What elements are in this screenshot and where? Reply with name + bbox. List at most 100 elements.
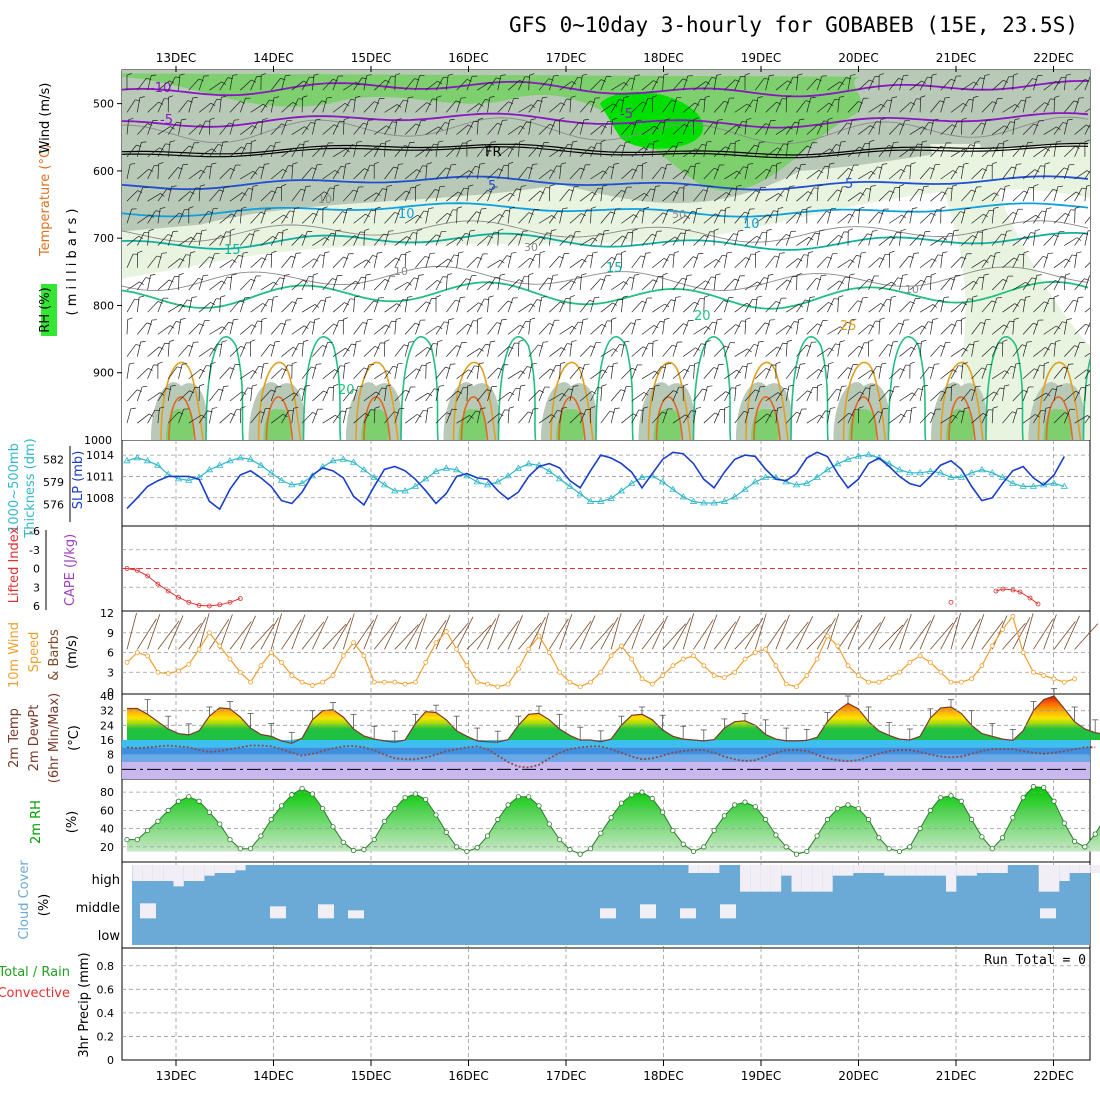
wind-barb bbox=[631, 147, 648, 158]
wind-barb bbox=[868, 384, 876, 402]
upper-ytick: 500 bbox=[93, 98, 114, 111]
thickness-point bbox=[679, 493, 687, 500]
wind-barb bbox=[126, 235, 144, 246]
rh-point bbox=[134, 836, 140, 843]
wind-barb bbox=[693, 407, 702, 424]
rh-point bbox=[927, 807, 934, 813]
wind-barb bbox=[136, 141, 147, 157]
wind-barb bbox=[415, 229, 423, 246]
wind-barb bbox=[497, 147, 514, 158]
wind-speed-point bbox=[402, 681, 408, 687]
wind-barb bbox=[209, 235, 226, 246]
rh-shade-low-core bbox=[848, 408, 877, 440]
wind-barb bbox=[281, 102, 298, 113]
wind-barb bbox=[538, 341, 549, 357]
wind-barb bbox=[693, 81, 711, 91]
wind-barb bbox=[476, 117, 484, 135]
wind-barb-10m bbox=[445, 622, 469, 650]
rh-point bbox=[742, 799, 748, 805]
wind-barb-10m bbox=[651, 615, 668, 650]
wind-barb bbox=[322, 369, 339, 380]
rh-fill bbox=[127, 786, 1100, 855]
cloud-high-clear bbox=[770, 865, 782, 892]
wind-barb bbox=[1064, 390, 1081, 402]
wind-barb bbox=[703, 412, 720, 424]
wind-barb bbox=[569, 140, 578, 157]
wind-barb bbox=[796, 363, 806, 379]
wind-barb-10m bbox=[806, 624, 831, 650]
wind-barb bbox=[961, 280, 978, 291]
wind-barb bbox=[672, 251, 680, 268]
wind-barb bbox=[755, 368, 771, 380]
wind-barb bbox=[404, 368, 421, 380]
wind-barb bbox=[651, 230, 662, 246]
wind-barb bbox=[1012, 73, 1019, 91]
wind-barb bbox=[178, 408, 189, 424]
wind-barb bbox=[178, 118, 187, 135]
temp-contour-20-low bbox=[302, 336, 342, 440]
rh-point bbox=[577, 851, 583, 857]
cloud-high-clear bbox=[1038, 865, 1049, 892]
wind-barb bbox=[518, 384, 526, 402]
wind-barb bbox=[621, 340, 630, 357]
date-label-bottom: 22DEC bbox=[1033, 1069, 1073, 1083]
wind-barb bbox=[981, 391, 999, 402]
wind-barb bbox=[528, 190, 545, 202]
wind-speed-point bbox=[598, 669, 604, 675]
wind-barb bbox=[1002, 384, 1010, 402]
wind-barb bbox=[590, 124, 607, 135]
wind-barb bbox=[425, 162, 432, 180]
wind-barb bbox=[528, 73, 535, 91]
wind-barb-10m bbox=[816, 617, 836, 650]
wind-barb bbox=[888, 368, 905, 380]
wind-barb bbox=[322, 142, 334, 157]
wind-barb bbox=[940, 341, 951, 357]
wind-barb bbox=[590, 342, 601, 357]
wind-barb bbox=[837, 412, 854, 424]
wind-barb bbox=[487, 413, 504, 424]
precip-ytick: 0.2 bbox=[97, 1030, 115, 1043]
wind-speed-point bbox=[165, 671, 171, 676]
wind-barb bbox=[590, 406, 596, 424]
wind-barb bbox=[662, 73, 669, 91]
wind-barb bbox=[754, 386, 766, 402]
wind-barb bbox=[136, 186, 148, 202]
wind-barb bbox=[137, 168, 154, 180]
wind-barb bbox=[301, 95, 308, 113]
temp-contour-25 bbox=[647, 361, 692, 440]
wind-ytick: 12 bbox=[100, 607, 114, 620]
wind-barb bbox=[1012, 362, 1021, 379]
wind-barb bbox=[600, 302, 618, 313]
wind-barb-10m bbox=[1033, 618, 1054, 650]
wind-barb bbox=[1033, 301, 1049, 313]
thickness-point bbox=[442, 464, 451, 471]
wind-barb bbox=[579, 119, 589, 135]
wind-barb bbox=[332, 302, 350, 313]
wind-barb bbox=[930, 408, 941, 424]
wind-speed-point bbox=[248, 679, 254, 685]
wind-barb bbox=[394, 362, 403, 379]
wind-barb-10m bbox=[281, 619, 302, 650]
wind-speed-point bbox=[289, 673, 295, 678]
cloud-mid-clear bbox=[1040, 908, 1056, 919]
thickness-point bbox=[329, 457, 337, 464]
wind-barb bbox=[796, 118, 805, 135]
wind-barb bbox=[167, 185, 177, 202]
thickness-point bbox=[308, 472, 317, 479]
wind-barb bbox=[157, 252, 167, 268]
wind-barb bbox=[600, 229, 610, 246]
rh-point bbox=[865, 816, 872, 823]
wind-speed-point bbox=[1000, 627, 1005, 632]
wind-barb bbox=[1084, 123, 1090, 135]
wind-barb bbox=[281, 301, 297, 313]
wind-barb bbox=[899, 346, 916, 357]
cloud-high-clear bbox=[904, 865, 916, 876]
wind-barb bbox=[487, 385, 497, 402]
wind-barb bbox=[487, 295, 494, 313]
wind-barb bbox=[847, 146, 864, 158]
wind-barb bbox=[497, 319, 507, 335]
wind-barb bbox=[837, 95, 845, 113]
wind-barb bbox=[476, 253, 488, 268]
wind-barb bbox=[250, 384, 258, 402]
rh-point bbox=[958, 798, 964, 804]
